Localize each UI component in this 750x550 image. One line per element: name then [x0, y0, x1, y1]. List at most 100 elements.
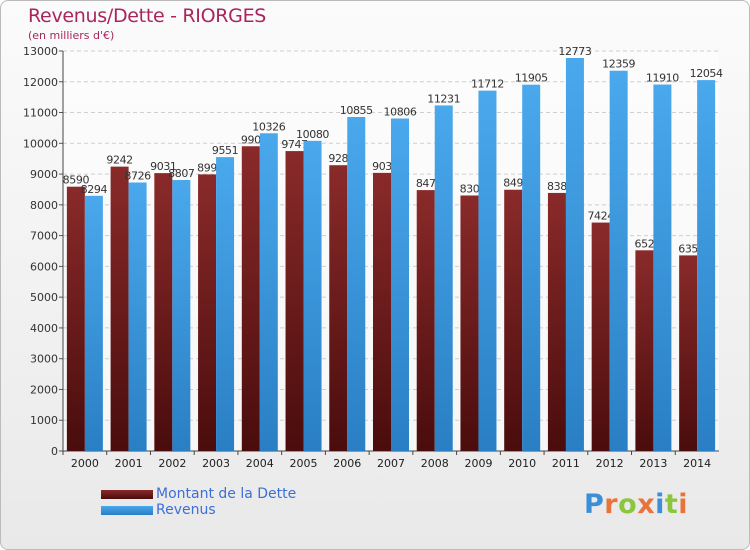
bar-dette	[591, 222, 610, 451]
bar-dette	[154, 173, 173, 451]
data-label-revenus: 12773	[558, 45, 591, 58]
logo-letter: i	[655, 489, 665, 520]
y-tick-label: 10000	[23, 137, 58, 150]
x-tick-label: 2000	[71, 457, 99, 470]
bar-revenus	[522, 84, 541, 451]
data-label-dette: 928	[328, 152, 348, 165]
data-label-revenus: 10855	[340, 104, 373, 117]
bar-revenus	[697, 80, 716, 451]
bar-revenus	[172, 180, 191, 451]
logo-letter: t	[664, 489, 679, 520]
bar-dette	[679, 255, 698, 451]
data-label-revenus: 10326	[252, 120, 285, 133]
data-label-dette: 652	[635, 237, 655, 250]
bar-dette	[110, 166, 129, 451]
bar-dette	[547, 192, 566, 451]
data-label-dette: 9747	[281, 138, 308, 151]
data-label-dette: 849	[503, 177, 523, 190]
bar-revenus	[216, 157, 235, 451]
data-label-dette: 899	[197, 161, 217, 174]
x-tick-label: 2010	[508, 457, 536, 470]
x-tick-label: 2006	[333, 457, 361, 470]
logo-letter: r	[604, 489, 619, 520]
bar-dette	[198, 174, 217, 451]
bar-dette	[285, 151, 304, 452]
data-label-dette: 7424	[587, 210, 614, 223]
bar-dette	[241, 146, 260, 451]
y-tick-label: 12000	[23, 76, 58, 89]
proxiti-logo: Proxiti	[584, 489, 688, 520]
data-label-revenus: 12054	[690, 67, 723, 80]
y-tick-label: 9000	[30, 168, 58, 181]
bar-revenus	[434, 105, 453, 451]
data-label-revenus: 8294	[81, 183, 108, 196]
x-tick-label: 2011	[552, 457, 580, 470]
legend-swatch-revenus	[101, 506, 153, 515]
data-label-dette: 8590	[63, 174, 90, 187]
x-tick-label: 2014	[683, 457, 711, 470]
y-tick-label: 1000	[30, 414, 58, 427]
data-label-revenus: 11905	[515, 72, 548, 85]
y-tick-label: 13000	[23, 45, 58, 58]
bar-dette	[460, 195, 479, 451]
data-label-revenus: 10806	[384, 106, 417, 119]
data-label-revenus: 11910	[646, 72, 679, 85]
x-tick-label: 2003	[202, 457, 230, 470]
bar-revenus	[303, 140, 322, 451]
y-tick-label: 11000	[23, 107, 58, 120]
bar-dette	[66, 186, 85, 451]
bar-dette	[504, 189, 523, 451]
y-tick-label: 8000	[30, 199, 58, 212]
data-label-revenus: 12359	[602, 58, 635, 71]
logo-letter: P	[584, 489, 605, 520]
x-tick-label: 2002	[158, 457, 186, 470]
bar-dette	[373, 172, 391, 451]
x-tick-label: 2012	[596, 457, 624, 470]
y-tick-label: 3000	[30, 353, 58, 366]
bar-revenus	[653, 84, 672, 452]
bar-revenus	[347, 117, 366, 451]
logo-letter: o	[618, 489, 638, 520]
bar-revenus	[259, 133, 278, 451]
data-label-revenus: 8726	[124, 170, 151, 183]
logo-letter: x	[637, 489, 656, 520]
data-label-revenus: 11231	[427, 92, 460, 105]
bar-dette	[329, 165, 348, 451]
data-label-revenus: 9551	[212, 144, 238, 157]
data-label-dette: 903	[372, 160, 392, 173]
x-tick-label: 2008	[421, 457, 449, 470]
legend-swatch-dette	[101, 490, 153, 499]
bar-revenus	[609, 70, 628, 451]
data-label-dette: 990	[241, 133, 261, 146]
data-label-revenus: 8807	[168, 167, 195, 180]
data-label-dette: 9031	[150, 160, 176, 173]
y-tick-label: 4000	[30, 322, 58, 335]
bar-revenus	[478, 90, 497, 451]
data-label-revenus: 10080	[296, 128, 329, 141]
x-tick-label: 2001	[115, 457, 143, 470]
bar-revenus	[565, 57, 584, 451]
chart-subtitle: (en milliers d'€)	[28, 29, 115, 42]
y-tick-label: 5000	[30, 291, 58, 304]
x-tick-label: 2005	[290, 457, 318, 470]
data-label-dette: 830	[460, 182, 480, 195]
data-label-dette: 838	[547, 180, 567, 193]
y-tick-label: 7000	[30, 230, 58, 243]
data-label-dette: 635	[678, 242, 698, 255]
legend-label-dette: Montant de la Dette	[156, 486, 297, 502]
bar-dette	[416, 190, 435, 451]
bar-dette	[635, 250, 654, 451]
bar-revenus	[84, 195, 103, 451]
x-tick-label: 2004	[246, 457, 274, 470]
y-tick-label: 6000	[30, 260, 58, 273]
bar-revenus	[128, 182, 147, 451]
data-label-revenus: 11712	[471, 78, 504, 91]
data-label-dette: 847	[416, 177, 436, 190]
x-tick-label: 2013	[639, 457, 667, 470]
chart-title: Revenus/Dette - RIORGES	[28, 5, 267, 27]
y-tick-label: 0	[51, 445, 58, 458]
x-tick-label: 2009	[464, 457, 492, 470]
bar-revenus	[391, 118, 409, 451]
